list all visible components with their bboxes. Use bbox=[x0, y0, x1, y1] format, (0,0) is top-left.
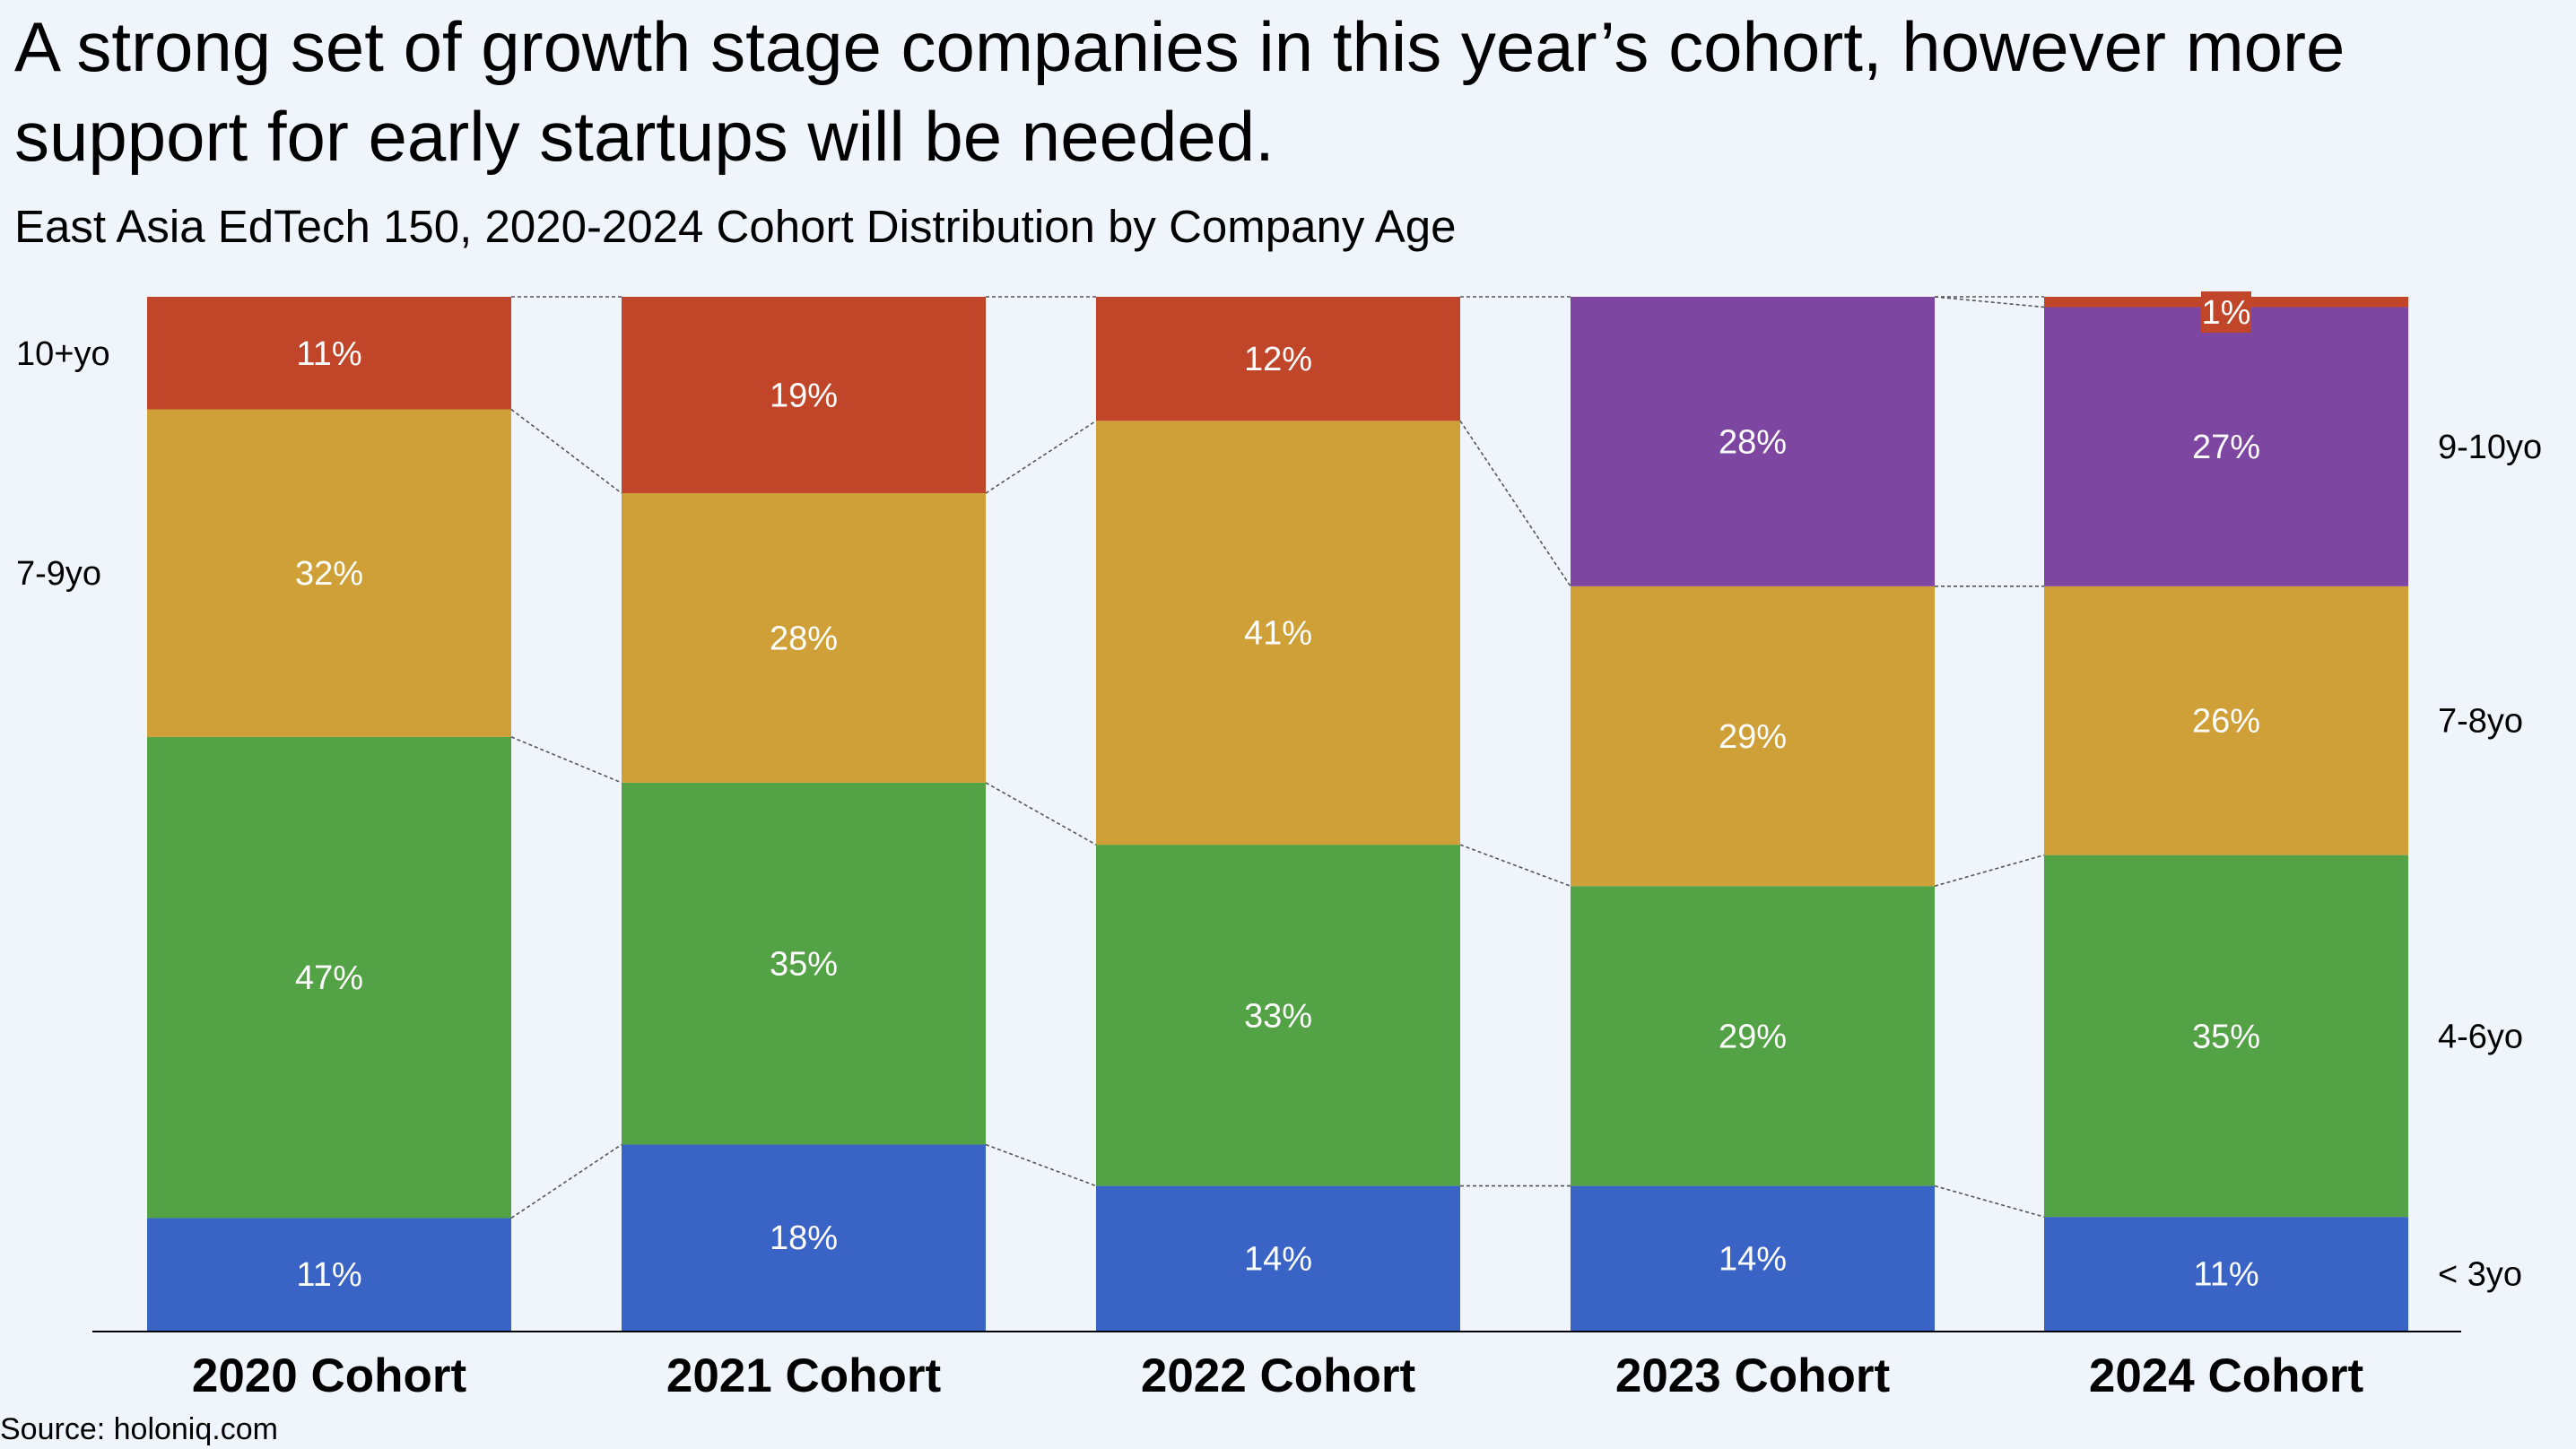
data-label-2021-cohort-10-yo: 19% bbox=[770, 377, 838, 415]
data-label-2023-cohort-3yo: 14% bbox=[1719, 1240, 1787, 1278]
connector-line bbox=[985, 420, 1097, 494]
data-label-2020-cohort-7-9yo: 32% bbox=[295, 555, 363, 593]
data-label-2021-cohort-7-9yo: 28% bbox=[770, 620, 838, 657]
category-label-2021-cohort: 2021 Cohort bbox=[666, 1349, 941, 1402]
data-label-2022-cohort-4-6yo: 33% bbox=[1244, 997, 1312, 1035]
category-label-2023-cohort: 2023 Cohort bbox=[1615, 1349, 1890, 1402]
chart-title: A strong set of growth stage companies i… bbox=[14, 7, 2345, 176]
data-label-2024-cohort-7-8yo: 26% bbox=[2192, 703, 2260, 741]
data-label-2024-cohort-4-6yo: 35% bbox=[2192, 1018, 2260, 1055]
data-label-2023-cohort-4-6yo: 29% bbox=[1719, 1018, 1787, 1055]
data-label-2024-cohort-3yo: 11% bbox=[2193, 1256, 2258, 1294]
legend-left-7-9yo: 7-9yo bbox=[16, 555, 101, 593]
bar-segment-2021-cohort-7-9yo bbox=[622, 493, 986, 783]
bar-segment-2021-cohort-10-yo bbox=[622, 297, 986, 494]
data-label-2021-cohort-4-6yo: 35% bbox=[770, 946, 838, 984]
bar-segment-2022-cohort-4-6yo bbox=[1096, 845, 1460, 1186]
data-label-2022-cohort-7-9yo: 41% bbox=[1244, 615, 1312, 653]
connector-line bbox=[1934, 1184, 2045, 1218]
category-label-2020-cohort: 2020 Cohort bbox=[192, 1349, 466, 1402]
connector-line bbox=[1459, 420, 1571, 587]
data-label-2021-cohort-3yo: 18% bbox=[770, 1219, 838, 1257]
category-label-2024-cohort: 2024 Cohort bbox=[2089, 1349, 2363, 1402]
bar-segment-2023-cohort-9-10yo bbox=[1571, 297, 1935, 586]
bar-segment-2024-cohort-4-6yo bbox=[2044, 855, 2408, 1218]
bar-segment-2020-cohort-10-yo bbox=[147, 297, 511, 410]
connector-line bbox=[985, 1143, 1097, 1187]
bar-segment-2023-cohort-3yo bbox=[1571, 1185, 1935, 1331]
data-label-2024-cohort-9-10yo: 27% bbox=[2192, 429, 2260, 466]
bar-segment-2024-cohort-3yo bbox=[2044, 1217, 2408, 1331]
connector-line bbox=[510, 736, 622, 784]
bar-segment-2021-cohort-4-6yo bbox=[622, 782, 986, 1145]
bar-segment-2021-cohort-3yo bbox=[622, 1144, 986, 1331]
data-label-box-2024-cohort-10-yo bbox=[2201, 291, 2251, 333]
data-label-2020-cohort-4-6yo: 47% bbox=[295, 959, 363, 997]
connector-line bbox=[1934, 854, 2045, 887]
legend-right-7-8yo: 7-8yo bbox=[2438, 703, 2523, 741]
legend-right-9-10yo: 9-10yo bbox=[2438, 429, 2542, 466]
category-label-2022-cohort: 2022 Cohort bbox=[1141, 1349, 1415, 1402]
data-label-2020-cohort-3yo: 11% bbox=[296, 1256, 361, 1294]
connector-line bbox=[1934, 296, 2045, 308]
data-label-2023-cohort-7-8yo: 29% bbox=[1719, 718, 1787, 756]
bar-segment-2022-cohort-7-9yo bbox=[1096, 421, 1460, 846]
bar-segment-2023-cohort-7-8yo bbox=[1571, 586, 1935, 887]
data-label-2022-cohort-3yo: 14% bbox=[1244, 1240, 1312, 1278]
bar-segment-2024-cohort-9-10yo bbox=[2044, 307, 2408, 586]
connector-line bbox=[510, 1143, 622, 1219]
bar-segment-2020-cohort-3yo bbox=[147, 1218, 511, 1331]
bar-segment-2023-cohort-4-6yo bbox=[1571, 886, 1935, 1186]
bar-segment-2020-cohort-4-6yo bbox=[147, 736, 511, 1219]
data-label-2022-cohort-10-yo: 12% bbox=[1244, 341, 1312, 378]
chart-subtitle: East Asia EdTech 150, 2020-2024 Cohort D… bbox=[14, 201, 1457, 252]
legend-right-3yo: < 3yo bbox=[2438, 1256, 2522, 1294]
bar-segment-2024-cohort-7-8yo bbox=[2044, 586, 2408, 855]
legend-left-10-yo: 10+yo bbox=[16, 335, 110, 373]
data-label-2024-cohort-10-yo: 1% bbox=[2202, 294, 2251, 332]
data-label-2023-cohort-9-10yo: 28% bbox=[1719, 423, 1787, 461]
bar-segment-2022-cohort-10-yo bbox=[1096, 297, 1460, 421]
data-label-2020-cohort-10-yo: 11% bbox=[296, 335, 361, 373]
connector-line bbox=[1459, 844, 1571, 887]
source-note: Source: holoniq.com bbox=[0, 1412, 278, 1446]
legend-right-4-6yo: 4-6yo bbox=[2438, 1018, 2523, 1055]
connector-line bbox=[985, 782, 1097, 846]
bar-segment-2020-cohort-7-9yo bbox=[147, 409, 511, 737]
bar-segment-2022-cohort-3yo bbox=[1096, 1185, 1460, 1331]
connector-line bbox=[510, 408, 622, 494]
